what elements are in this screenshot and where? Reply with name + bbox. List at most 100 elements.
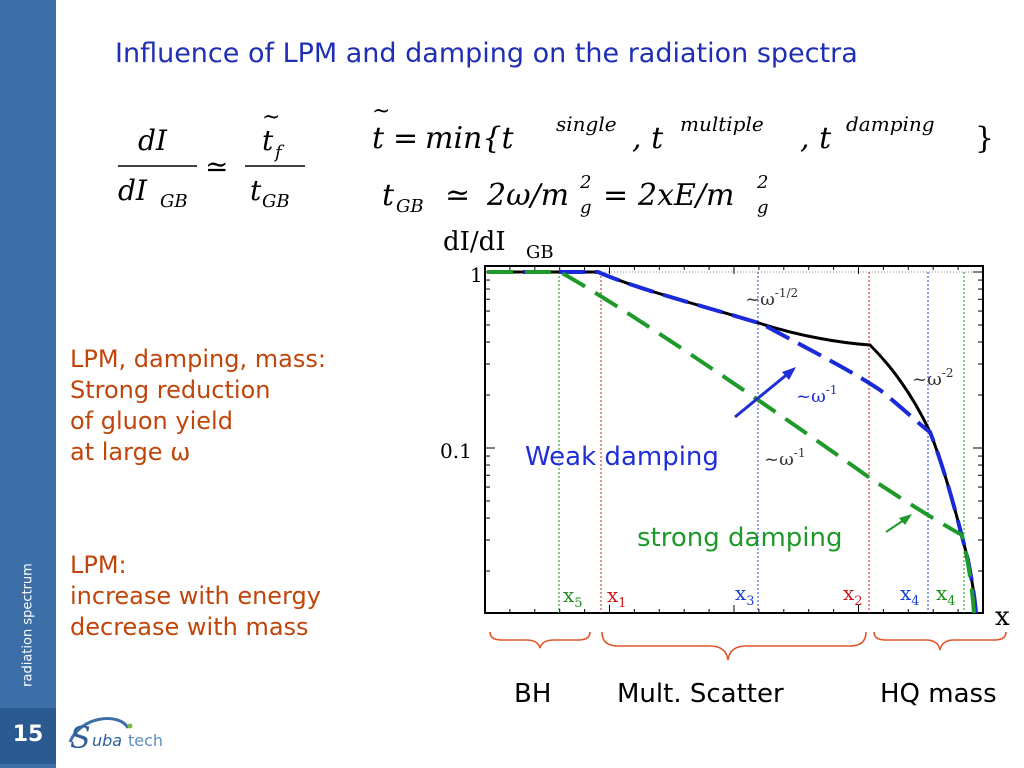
formula-lhs-denominator-sub: GB <box>160 191 188 212</box>
brace-label-mult-scatter: Mult. Scatter <box>617 679 784 709</box>
formula-tmin-end: } <box>975 121 994 156</box>
text-line: of gluon yield <box>70 407 233 435</box>
slope-exp: -2 <box>942 366 954 380</box>
subatech-logo: S uba tech <box>68 717 163 756</box>
formula-tgb-rel: ≃ <box>445 178 470 213</box>
formula-tgb-part-a: 2ω/m <box>486 178 569 213</box>
formula-tmin-sup-damping: damping <box>846 112 935 136</box>
brace-label-hq-mass: HQ mass <box>880 679 997 709</box>
slope-label: ~ω-2 <box>912 366 953 390</box>
slope-label: ~ω-1 <box>764 446 805 470</box>
sidebar: radiation spectrum 15 <box>0 0 56 768</box>
marker-letter: x <box>900 581 912 605</box>
slide-title: Influence of LPM and damping on the radi… <box>115 38 858 69</box>
formula-tgb-t: t <box>382 178 395 213</box>
slope-exp: -1/2 <box>775 286 798 300</box>
x-marker-label-x3: x3 <box>735 581 755 609</box>
radiation-spectrum-chart: dI/dI GB 1 0.1 x5 x1 x3 x2 x4 x4 ~ω-1/2 … <box>440 227 1010 632</box>
text-block-lpm: LPM: increase with energy decrease with … <box>70 550 321 643</box>
tilde-glyph: ~ <box>372 99 390 124</box>
marker-letter: x <box>936 581 948 605</box>
brace-hq-mass <box>873 631 1007 651</box>
slope-labels: ~ω-1/2 ~ω-2 ~ω-1 ~ω-1 <box>745 286 953 470</box>
marker-letter: x <box>563 583 575 607</box>
logo-dot <box>127 723 133 729</box>
annotation-arrowhead-strong <box>899 514 912 525</box>
formula-tmin-sep: , t <box>632 121 664 156</box>
formula-tmin-fn: min{t <box>425 121 514 156</box>
slope-exp: -1 <box>826 383 838 397</box>
page-number-box <box>0 708 56 764</box>
annotation-strong-damping: strong damping <box>637 523 843 553</box>
formula-rhs-numerator-sub: f <box>273 142 285 163</box>
marker-sub: 4 <box>947 594 955 609</box>
formula-tgb-part-b-sub: g <box>757 197 769 218</box>
slope-base: ~ω <box>745 289 775 310</box>
marker-sub: 5 <box>574 596 582 611</box>
annotation-arrowhead-weak <box>782 367 796 380</box>
x-marker-label-x4-green: x4 <box>936 581 956 609</box>
formula-tgb-part-a-sup: 2 <box>579 172 591 193</box>
text-line: Strong reduction <box>70 376 271 404</box>
page-number: 15 <box>12 722 44 747</box>
x-axis-ticks <box>484 266 984 613</box>
x-marker-label-x5: x5 <box>563 583 583 611</box>
annotation-arrow-weak <box>734 370 791 419</box>
formula-tmin-sep: , t <box>800 121 832 156</box>
slope-base: ~ω <box>764 449 794 470</box>
text-block-lpm-damping-mass: LPM, damping, mass: Strong reduction of … <box>70 344 326 468</box>
x-marker-labels: x5 x1 x3 x2 x4 x4 <box>563 581 956 611</box>
formula-tgb: t GB ≃ 2ω/m 2 g = 2xE/m 2 g <box>382 172 769 218</box>
formula-tmin-sup-multiple: multiple <box>680 112 764 136</box>
y-axis-label-sub: GB <box>526 242 554 263</box>
text-line: at large ω <box>70 438 191 466</box>
brace-label-bh: BH <box>514 679 551 709</box>
formula-rhs-denominator: t <box>250 174 262 207</box>
formula-tgb-part-b-sup: 2 <box>756 172 768 193</box>
tilde-glyph: ~ <box>262 105 280 130</box>
formula-lhs-denominator: dI <box>118 174 148 207</box>
text-line: LPM: <box>70 551 127 579</box>
formula-tgb-part-b: 2xE/m <box>637 178 734 213</box>
brace-mult-scatter <box>601 631 867 661</box>
text-line: LPM, damping, mass: <box>70 345 326 373</box>
marker-sub: 1 <box>618 596 626 611</box>
y-tick-label: 1 <box>470 263 483 287</box>
logo-swoosh <box>68 717 130 743</box>
y-axis-ticks <box>485 271 983 572</box>
formula-ratio: dI dI GB ≃ t ~ f t GB <box>118 105 305 212</box>
x-axis-label: x <box>995 602 1010 632</box>
slope-base: ~ω <box>912 369 942 390</box>
slope-label: ~ω-1 <box>796 383 837 407</box>
x-marker-label-x2: x2 <box>843 581 863 609</box>
formula-tmin-sup-single: single <box>556 112 617 136</box>
text-line: decrease with mass <box>70 613 309 641</box>
annotation-weak-damping: Weak damping <box>525 442 719 472</box>
logo-text-s: S <box>70 721 91 756</box>
marker-letter: x <box>735 581 747 605</box>
formula-tmin-lhs: t <box>372 121 385 156</box>
formula-rhs-numerator: t <box>262 124 274 157</box>
x-marker-label-x1: x1 <box>607 583 627 611</box>
formula-rhs-denominator-sub: GB <box>262 191 290 212</box>
brace-bh <box>489 631 591 649</box>
region-braces <box>489 631 1007 661</box>
slope-base: ~ω <box>796 386 826 407</box>
formula-tgb-part-a-sub: g <box>580 197 592 218</box>
formula-ratio-relation: ≃ <box>205 150 228 183</box>
series-line-strong-damping <box>487 270 976 614</box>
marker-sub: 2 <box>854 594 862 609</box>
logo-text-tech: tech <box>128 731 163 750</box>
formula-tmin: ~ t = min{t single , t multiple , t damp… <box>372 99 994 156</box>
marker-letter: x <box>843 581 855 605</box>
marker-letter: x <box>607 583 619 607</box>
slope-label: ~ω-1/2 <box>745 286 798 310</box>
formula-tgb-sub: GB <box>396 196 424 217</box>
marker-sub: 3 <box>746 594 754 609</box>
logo-text-uba: uba <box>92 731 122 750</box>
formula-tmin-eq: = <box>393 121 418 156</box>
x-marker-label-x4: x4 <box>900 581 920 609</box>
plot-frame <box>484 265 984 614</box>
formula-tgb-eq: = <box>603 178 628 213</box>
